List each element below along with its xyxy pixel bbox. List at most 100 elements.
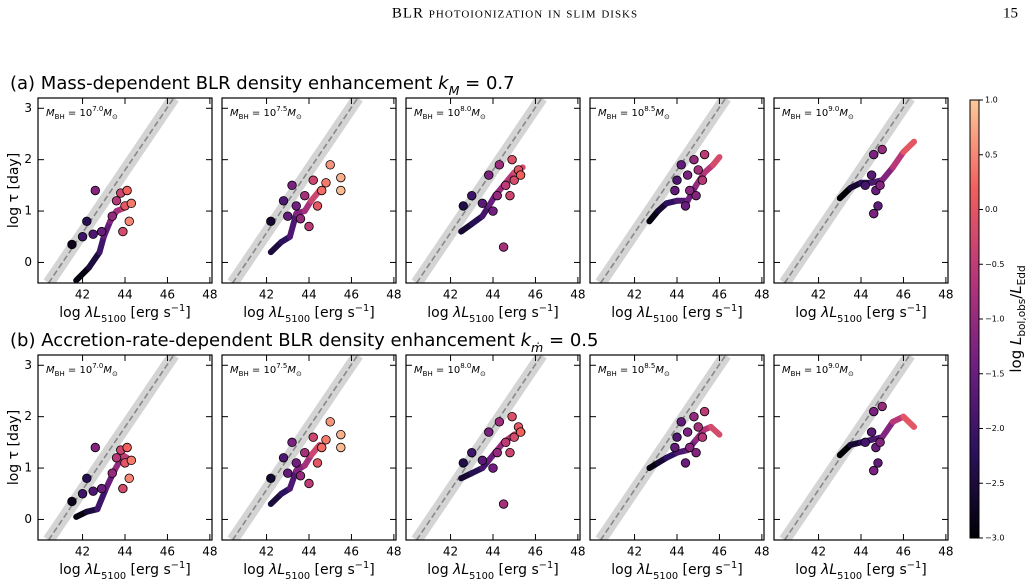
text-part: 9.0 (828, 105, 839, 113)
text-part: λL (84, 305, 101, 321)
text-part: −1 (723, 560, 737, 571)
x-tick-label: 44 (117, 545, 132, 559)
text-part: (b) Accretion-rate-dependent BLR density… (10, 330, 521, 351)
text-part: log (243, 305, 269, 321)
x-tick-label: 46 (712, 545, 727, 559)
data-point (266, 216, 276, 227)
text-part: [erg s (862, 562, 907, 578)
x-axis-label: log λL5100 [erg s−1] (59, 560, 190, 582)
data-point (869, 406, 879, 417)
text-part: 7.0 (92, 105, 103, 113)
text-part: −1 (907, 560, 921, 571)
x-tick-label: 46 (896, 545, 911, 559)
text-part: M (598, 108, 607, 119)
text-part: 8.0 (460, 362, 471, 370)
text-part: 5100 (101, 314, 126, 325)
data-point (278, 453, 289, 463)
data-point (111, 453, 122, 463)
plot-area (595, 355, 731, 540)
data-point (122, 442, 132, 453)
text-part: BH (791, 113, 801, 121)
text-part: ⊙ (664, 370, 670, 378)
row-title: (a) Mass-dependent BLR density enhanceme… (10, 73, 515, 98)
text-part: M (46, 108, 55, 119)
data-point (283, 468, 293, 478)
text-part: 5100 (469, 314, 494, 325)
data-point (515, 170, 526, 180)
x-tick-label: 48 (202, 545, 217, 559)
text-part: M (414, 108, 423, 119)
panel-annotation: MBH = 108.0M⊙ (414, 362, 486, 378)
text-part: ⊙ (848, 370, 854, 378)
text-part: 5100 (285, 314, 310, 325)
x-tick-label: 48 (938, 288, 953, 302)
x-tick-label: 46 (712, 288, 727, 302)
text-part: ⊙ (296, 370, 302, 378)
text-part: ⊙ (112, 113, 118, 121)
data-point (467, 447, 477, 458)
data-point (283, 211, 293, 221)
text-part: [erg s (494, 305, 539, 321)
model-track (879, 418, 896, 441)
text-part: ] (553, 562, 558, 578)
data-point (869, 465, 879, 476)
text-part: log (59, 562, 85, 578)
text-part: M (103, 365, 112, 376)
text-part: = 10 (249, 365, 276, 376)
text-part: −1 (171, 303, 185, 314)
text-part: = 10 (801, 365, 828, 376)
data-point (304, 221, 314, 232)
panel-annotation: MBH = 107.0M⊙ (46, 362, 118, 378)
data-point (308, 175, 318, 185)
text-part: [erg s (494, 562, 539, 578)
text-part: BH (423, 370, 433, 378)
text-part: λL (636, 562, 653, 578)
data-point (122, 185, 132, 196)
data-point (689, 411, 699, 422)
text-part: log (243, 562, 269, 578)
plot-area (43, 355, 179, 540)
data-point (96, 226, 107, 237)
data-point (860, 180, 870, 191)
text-part: M (782, 365, 791, 376)
data-point (96, 483, 107, 494)
data-point (317, 442, 327, 453)
x-axis-label: log λL5100 [erg s−1] (243, 303, 374, 325)
y-tick-label: 1 (24, 204, 32, 218)
data-point (488, 206, 498, 216)
y-axis-label: log τ [day] (6, 410, 22, 485)
data-point (477, 198, 488, 209)
page-number: 15 (1003, 5, 1018, 21)
text-part: [erg s (126, 305, 171, 321)
data-point (875, 180, 885, 191)
data-point (308, 432, 318, 442)
data-point (488, 463, 498, 473)
y-tick-label: 3 (24, 101, 32, 115)
model-track (900, 413, 918, 430)
data-point (680, 458, 691, 468)
x-tick-label: 44 (853, 545, 868, 559)
data-point (505, 190, 515, 201)
text-part: log (795, 305, 821, 321)
text-part: M (287, 365, 296, 376)
model-track (900, 138, 918, 155)
panel-annotation: MBH = 107.0M⊙ (46, 105, 118, 121)
x-tick-label: 44 (669, 545, 684, 559)
data-point (873, 201, 883, 211)
text-part: −1 (355, 303, 369, 314)
text-part: ⊙ (664, 113, 670, 121)
x-tick-label: 42 (75, 288, 90, 302)
relation-line (231, 355, 359, 540)
data-point (90, 442, 100, 453)
panel-annotation: MBH = 107.5M⊙ (230, 362, 302, 378)
data-point (672, 432, 682, 442)
text-part: M (655, 365, 664, 376)
data-point (107, 468, 117, 478)
data-point (685, 185, 695, 196)
data-point (877, 144, 887, 155)
text-part: 5100 (469, 571, 494, 582)
text-part: −1 (723, 303, 737, 314)
data-point (291, 458, 301, 468)
x-axis-label: log λL5100 [erg s−1] (795, 560, 926, 582)
text-part: [erg s (678, 562, 723, 578)
